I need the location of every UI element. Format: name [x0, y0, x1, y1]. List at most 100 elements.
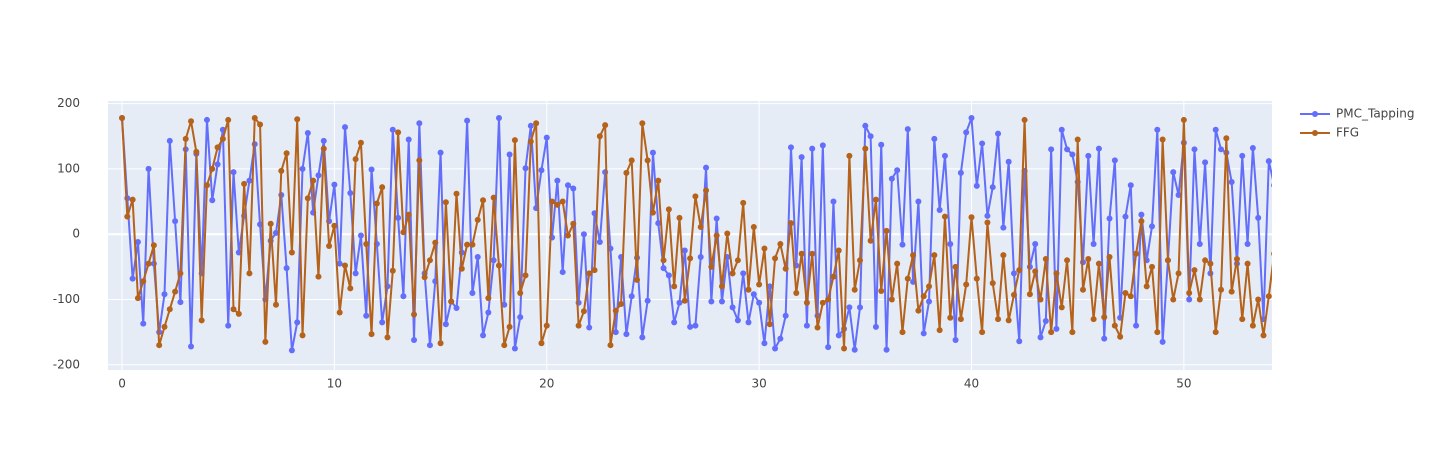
data-point [713, 215, 720, 222]
data-point [320, 145, 327, 152]
data-point [331, 181, 338, 188]
data-point [506, 151, 513, 158]
data-point [1005, 317, 1012, 324]
data-point [904, 126, 911, 133]
data-point [623, 331, 630, 338]
data-point [989, 184, 996, 191]
data-point [278, 167, 285, 174]
data-point [299, 332, 306, 339]
data-point [272, 301, 279, 308]
data-point [724, 230, 731, 237]
data-point [740, 199, 747, 206]
data-point [814, 324, 821, 331]
data-point [1074, 136, 1081, 143]
data-point [947, 240, 954, 247]
data-point [453, 190, 460, 197]
data-point [495, 114, 502, 121]
data-point [984, 212, 991, 219]
data-point [787, 144, 794, 151]
legend[interactable]: PMC_Tapping FFG [1300, 107, 1414, 140]
data-point [941, 152, 948, 159]
data-point [639, 334, 646, 341]
data-point [655, 220, 662, 227]
data-point [485, 295, 492, 302]
data-point [899, 329, 906, 336]
data-point [246, 177, 253, 184]
data-point [172, 288, 179, 295]
data-point [1095, 145, 1102, 152]
data-point [809, 145, 816, 152]
data-point [203, 116, 210, 123]
data-point [957, 169, 964, 176]
data-point [1218, 286, 1225, 293]
data-point [920, 330, 927, 337]
data-point [1218, 146, 1225, 153]
data-point [639, 120, 646, 127]
data-point [432, 239, 439, 246]
data-point [124, 213, 131, 220]
data-point [1170, 296, 1177, 303]
data-point [1260, 332, 1267, 339]
data-point [1010, 270, 1017, 277]
data-point [857, 304, 864, 311]
legend-label[interactable]: PMC_Tapping [1336, 107, 1414, 121]
x-tick-label: 50 [1176, 377, 1191, 391]
data-point [230, 169, 237, 176]
data-point [968, 114, 975, 121]
data-point [888, 296, 895, 303]
data-point [634, 276, 641, 283]
data-point [718, 283, 725, 290]
data-point [564, 182, 571, 189]
data-point [336, 309, 343, 316]
data-point [251, 114, 258, 121]
x-tick-label: 30 [751, 377, 766, 391]
data-point [1026, 291, 1033, 298]
data-point [1042, 256, 1049, 263]
data-point [347, 285, 354, 292]
data-point [352, 270, 359, 277]
data-point [841, 345, 848, 352]
data-point [384, 334, 391, 341]
data-point [140, 320, 147, 327]
data-point [235, 310, 242, 317]
data-point [1048, 146, 1055, 153]
data-point [1159, 136, 1166, 143]
data-point [1032, 240, 1039, 247]
data-point [1058, 126, 1065, 133]
legend-label[interactable]: FFG [1336, 126, 1359, 140]
data-point [342, 262, 349, 269]
data-point [1138, 218, 1145, 225]
data-point [501, 301, 508, 308]
data-point [782, 312, 789, 319]
data-point [766, 321, 773, 328]
data-point [580, 308, 587, 315]
data-point [708, 263, 715, 270]
data-point [1133, 322, 1140, 329]
data-point [1133, 250, 1140, 257]
data-point [835, 247, 842, 254]
data-point [405, 211, 412, 218]
data-point [586, 270, 593, 277]
data-point [729, 270, 736, 277]
data-point [825, 344, 832, 351]
data-point [687, 323, 694, 330]
data-point [1117, 333, 1124, 340]
data-point [772, 255, 779, 262]
data-point [851, 346, 858, 353]
data-point [1101, 314, 1108, 321]
data-point [618, 301, 625, 308]
data-point [1111, 322, 1118, 329]
data-point [734, 317, 741, 324]
legend-swatch-marker[interactable] [1312, 130, 1318, 136]
data-point [1186, 289, 1193, 296]
data-point [777, 240, 784, 247]
data-point [564, 232, 571, 239]
data-point [1191, 267, 1198, 274]
data-point [878, 287, 885, 294]
data-point [883, 227, 890, 234]
data-point [326, 242, 333, 249]
data-point [533, 120, 540, 127]
legend-swatch-marker[interactable] [1312, 111, 1318, 117]
data-point [952, 336, 959, 343]
